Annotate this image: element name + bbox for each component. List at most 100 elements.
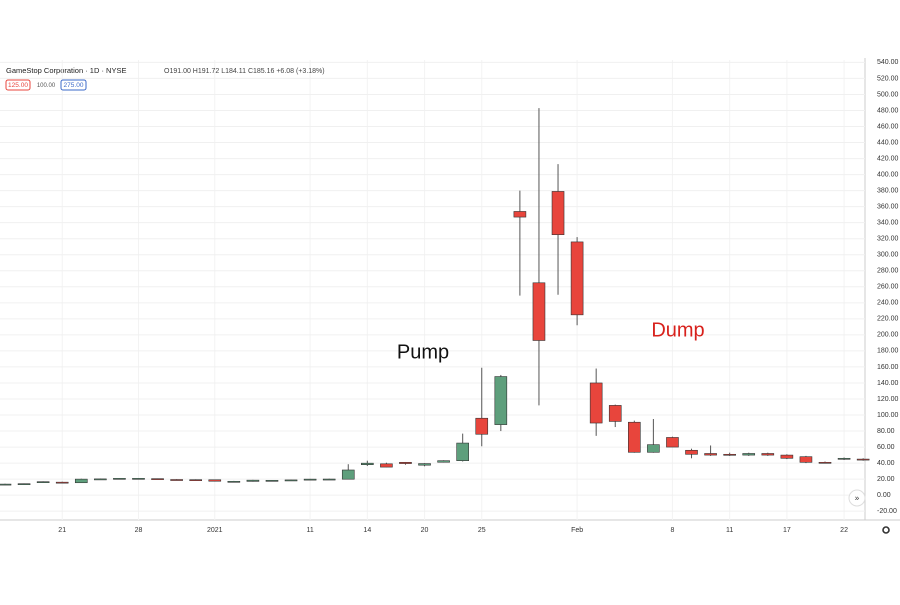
y-tick-label: 540.00 (877, 59, 899, 66)
candle-body (570, 241, 584, 316)
y-tick-label: 40.00 (877, 460, 895, 467)
x-tick-label: 14 (363, 527, 371, 534)
annotation: Pump (397, 341, 449, 363)
y-tick-label: 340.00 (877, 220, 899, 227)
y-tick-label: 160.00 (877, 364, 899, 371)
x-tick-label: 28 (135, 527, 143, 534)
candle-body (856, 458, 870, 461)
candle-body (742, 453, 756, 456)
price-tag-label: 125.00 (8, 82, 28, 89)
y-tick-label: 180.00 (877, 348, 899, 355)
y-tick-label: 60.00 (877, 444, 895, 451)
price-tag (5, 79, 31, 91)
candle-body (399, 461, 412, 464)
candle-body (513, 211, 527, 218)
candle-body (17, 483, 31, 485)
candle-body (189, 479, 202, 481)
y-tick-label: 460.00 (877, 123, 899, 130)
x-tick-label: 25 (478, 527, 486, 534)
candle-body (94, 478, 107, 481)
y-tick-label: 0.00 (877, 492, 891, 499)
candle-body (723, 453, 736, 456)
candle-body (551, 191, 565, 236)
candle-body (284, 479, 298, 482)
candle-body (170, 479, 183, 481)
candle-body (456, 442, 469, 461)
candle-body (341, 469, 355, 480)
candle-body (818, 461, 832, 464)
candle-body (361, 462, 374, 466)
candle-body (475, 417, 489, 435)
candle-body (780, 454, 794, 459)
candle-body (265, 480, 279, 482)
candle-body (74, 478, 88, 484)
price-tag (60, 79, 87, 91)
chart-title: GameStop Corporation · 1D · NYSE (6, 66, 126, 75)
price-tag-label: 100.00 (37, 83, 56, 89)
y-tick-label: 400.00 (877, 171, 899, 178)
candle-body (0, 483, 12, 486)
y-tick-label: 260.00 (877, 284, 899, 291)
x-tick-label: 11 (726, 527, 733, 534)
y-tick-label: 320.00 (877, 236, 899, 243)
x-tick-label: 21 (58, 527, 66, 534)
scroll-button[interactable] (848, 489, 866, 507)
candle-body (55, 481, 69, 484)
candle-body (418, 463, 431, 466)
y-tick-label: 140.00 (877, 380, 899, 387)
candle-body (647, 444, 660, 453)
y-tick-label: 440.00 (877, 139, 899, 146)
x-tick-label: 17 (783, 527, 791, 534)
candle-body (799, 456, 813, 463)
price-tag-label: 275.00 (64, 82, 84, 89)
candle-body (246, 479, 260, 482)
candle-body (532, 282, 546, 341)
y-tick-label: 80.00 (877, 428, 895, 435)
x-tick-label: 11 (306, 527, 313, 534)
y-tick-label: 280.00 (877, 268, 899, 275)
y-tick-label: 420.00 (877, 155, 899, 162)
y-tick-label: -20.00 (877, 508, 897, 515)
candle-body (132, 478, 145, 480)
candle-body (303, 478, 317, 481)
candle-body (322, 478, 336, 481)
ohlc-legend: O191.00 H191.72 L184.11 C185.16 +6.08 (+… (164, 68, 325, 75)
candle-body (437, 460, 450, 463)
candle-body (685, 449, 698, 455)
candle-body (227, 480, 241, 483)
candle-body (666, 437, 679, 448)
y-tick-label: 220.00 (877, 316, 899, 323)
x-tick-label: 8 (670, 527, 674, 534)
x-tick-label: 2021 (207, 527, 223, 534)
y-tick-label: 120.00 (877, 396, 899, 403)
y-tick-label: 20.00 (877, 476, 895, 483)
candle-body (208, 479, 222, 482)
candle-body (704, 453, 717, 456)
candle-body (628, 421, 641, 453)
candle-body (36, 481, 50, 483)
candle-body (151, 478, 164, 480)
annotation: Dump (651, 319, 704, 341)
x-tick-label: Feb (571, 527, 583, 534)
y-tick-label: 520.00 (877, 75, 899, 82)
y-tick-label: 200.00 (877, 332, 899, 339)
candle-body (589, 382, 603, 424)
scroll-icon[interactable]: » (855, 494, 860, 503)
y-tick-label: 500.00 (877, 91, 899, 98)
candle-body (837, 457, 851, 460)
y-tick-label: 100.00 (877, 412, 899, 419)
x-tick-label: 20 (421, 527, 429, 534)
y-tick-label: 240.00 (877, 300, 899, 307)
candle-body (113, 478, 126, 480)
y-tick-label: 380.00 (877, 187, 899, 194)
candle-body (761, 453, 775, 456)
y-tick-label: 360.00 (877, 203, 899, 210)
y-tick-label: 480.00 (877, 107, 899, 114)
settings-icon[interactable] (882, 526, 890, 534)
candle-body (608, 405, 622, 422)
y-tick-label: 300.00 (877, 252, 899, 259)
candle-body (494, 376, 508, 425)
x-tick-label: 22 (840, 527, 848, 534)
